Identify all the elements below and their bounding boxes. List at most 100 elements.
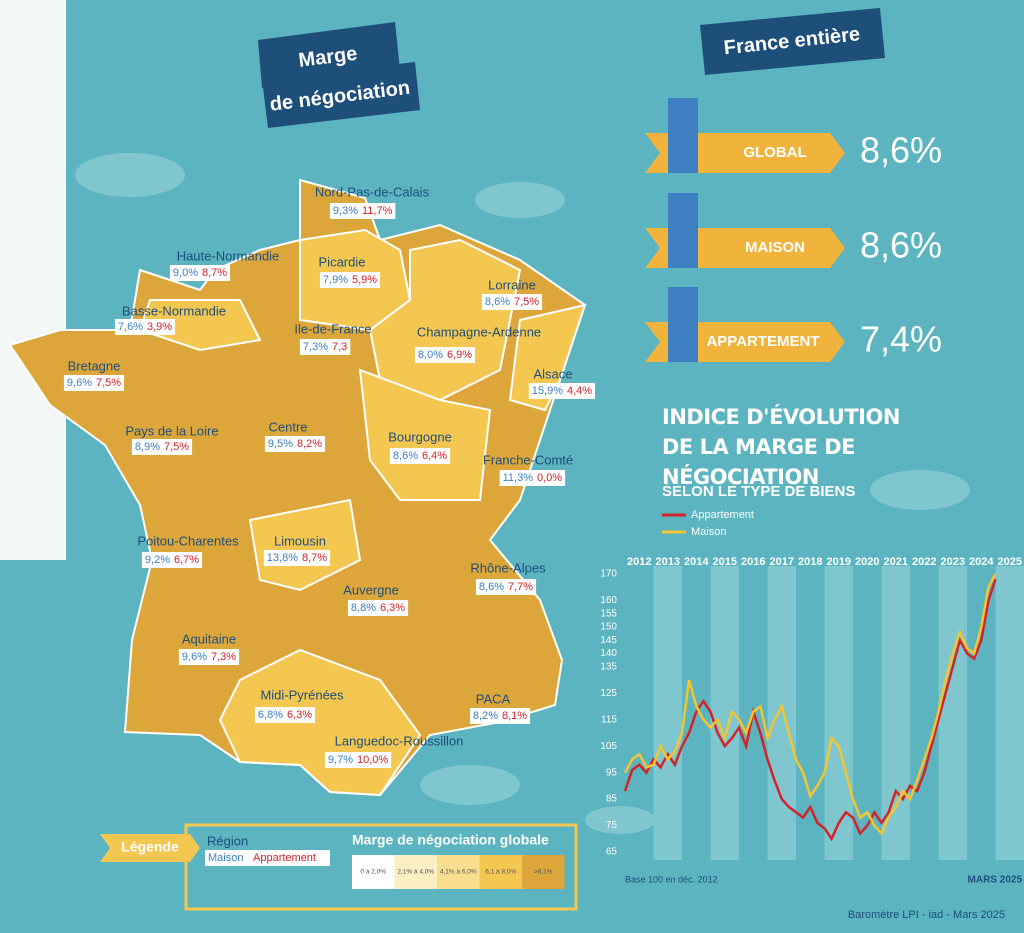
value-box <box>131 439 193 455</box>
region-name: Lorraine <box>488 277 536 292</box>
region-name: Auvergne <box>343 582 399 597</box>
region-name: Centre <box>268 419 307 434</box>
maison-value: 9,7% <box>328 754 353 766</box>
appartement-value: 7,7% <box>508 581 533 593</box>
legend-swatch <box>522 855 565 889</box>
legend-scale-label: 2,1% à 4,0% <box>397 869 434 876</box>
value-box <box>389 448 451 464</box>
region-name: Picardie <box>319 254 366 269</box>
value-box <box>347 600 409 616</box>
appartement-value: 6,9% <box>447 349 472 361</box>
legend-swatch <box>479 855 522 889</box>
year-band <box>995 566 1024 860</box>
value-box <box>264 436 326 452</box>
x-tick-label: 2025 <box>998 556 1022 568</box>
value-box <box>263 550 331 566</box>
appartement-value: 6,3% <box>380 602 405 614</box>
appartement-value: 8,2% <box>297 438 322 450</box>
value-box <box>299 339 351 355</box>
legend-label: Maison <box>691 526 726 538</box>
value-box <box>114 319 176 335</box>
appartement-value: 10,0% <box>357 754 388 766</box>
legend-swatch <box>437 855 480 889</box>
left-strip-lower <box>0 560 66 933</box>
chart-subtitle: SELON LE TYPE DE BIENS <box>662 483 855 500</box>
value-box <box>481 294 543 310</box>
legend-appartement: Appartement <box>253 852 316 864</box>
x-tick-label: 2020 <box>855 556 879 568</box>
legend-swatch <box>394 855 437 889</box>
y-tick-label: 95 <box>606 767 618 778</box>
region-name: Champagne-Ardenne <box>417 324 541 339</box>
region-name: Nord-Pas-de-Calais <box>315 184 430 199</box>
legend-scale-label: 6,1 à 8,0% <box>485 869 516 876</box>
value-box <box>254 707 316 723</box>
appartement-value: 7,5% <box>514 296 539 308</box>
maison-value: 7,9% <box>323 274 348 286</box>
value-box <box>528 383 596 399</box>
appartement-value: 6,7% <box>174 554 199 566</box>
x-tick-label: 2024 <box>969 556 994 568</box>
france-label: MAISON <box>745 239 805 256</box>
legend-scale-label: 0 à 2,0% <box>360 869 386 876</box>
appartement-value: 8,1% <box>502 710 527 722</box>
y-tick-label: 155 <box>600 608 617 619</box>
regions-light <box>138 228 587 797</box>
year-band <box>824 566 853 860</box>
region-name: Haute-Normandie <box>177 248 280 263</box>
year-band <box>881 566 910 860</box>
maison-value: 9,3% <box>333 205 358 217</box>
appartement-value: 7,5% <box>96 377 121 389</box>
y-tick-label: 65 <box>606 847 618 858</box>
series-line <box>623 578 997 842</box>
x-tick-label: 2012 <box>627 556 651 568</box>
maison-value: 8,9% <box>135 441 160 453</box>
chart-title: INDICE D'ÉVOLUTION DE LA MARGE DE NÉGOCI… <box>662 405 900 489</box>
chart-note: Base 100 en déc. 2012 <box>625 874 718 884</box>
value-box <box>329 203 396 219</box>
chart-end-label: MARS 2025 <box>968 875 1023 886</box>
y-tick-label: 125 <box>600 688 617 699</box>
appartement-value: 3,9% <box>147 321 172 333</box>
maison-value: 9,5% <box>268 438 293 450</box>
x-tick-label: 2016 <box>741 556 765 568</box>
maison-value: 7,6% <box>118 321 143 333</box>
legend-scale-title: Marge de négociation globale <box>352 832 549 848</box>
maison-value: 9,6% <box>67 377 92 389</box>
region-name: Poitou-Charentes <box>137 533 239 548</box>
building-icon <box>668 193 698 268</box>
year-band <box>767 566 796 860</box>
legend-swatch <box>352 855 395 889</box>
building-icon <box>668 287 698 362</box>
value-box <box>324 752 392 768</box>
maison-value: 9,2% <box>145 554 170 566</box>
maison-value: 9,6% <box>182 651 207 663</box>
maison-value: 8,6% <box>485 296 510 308</box>
appartement-value: 7,3% <box>211 651 236 663</box>
y-tick-label: 150 <box>600 622 617 633</box>
legend-label: Appartement <box>691 509 754 521</box>
value-box <box>469 708 531 724</box>
region-name: Ile-de-France <box>294 321 371 336</box>
france-label: GLOBAL <box>743 144 806 161</box>
value-box <box>319 272 381 288</box>
maison-value: 6,8% <box>258 709 283 721</box>
appartement-value: 8,7% <box>202 267 227 279</box>
x-tick-label: 2023 <box>941 556 965 568</box>
france-value: 7,4% <box>860 319 942 360</box>
x-tick-label: 2022 <box>912 556 936 568</box>
legend-scale-label: 4,1% à 6,0% <box>440 869 477 876</box>
x-tick-label: 2021 <box>884 556 908 568</box>
x-tick-label: 2013 <box>656 556 680 568</box>
maison-value: 11,3% <box>503 472 534 484</box>
legend-banner <box>100 834 200 862</box>
maison-value: 7,3% <box>303 341 328 353</box>
maison-value: 8,2% <box>473 710 498 722</box>
france-value: 8,6% <box>860 130 942 171</box>
source: Baromètre LPI - iad - Mars 2025 <box>848 909 1005 921</box>
y-tick-label: 105 <box>600 741 617 752</box>
series-line <box>623 573 997 836</box>
legend-scale-label: >8,1% <box>534 869 553 876</box>
